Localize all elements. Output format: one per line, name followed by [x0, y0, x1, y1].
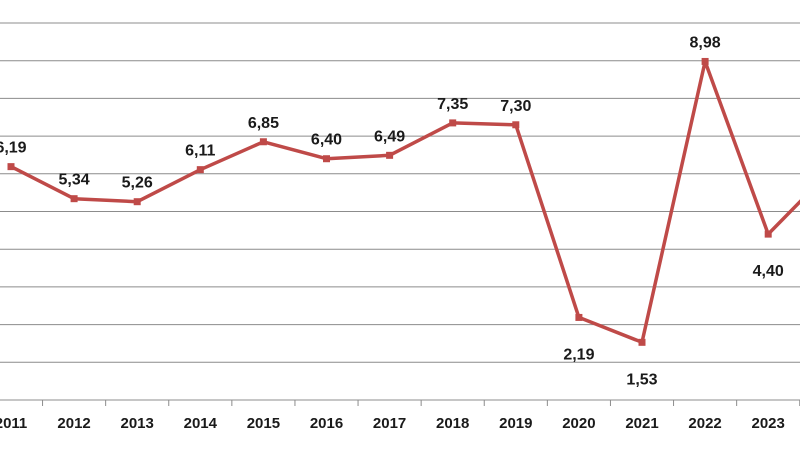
data-label: 6,40 [311, 132, 342, 149]
data-point-marker [638, 338, 646, 346]
x-tick-label: 2014 [184, 415, 218, 432]
data-point-marker [386, 151, 394, 159]
x-tick-label: 2023 [752, 415, 785, 432]
x-tick-label: 2012 [57, 415, 90, 432]
data-point-marker [701, 57, 709, 65]
data-point-marker [7, 163, 15, 171]
data-label: 2,19 [563, 346, 594, 363]
data-label: 6,49 [374, 128, 405, 145]
data-point-marker [449, 119, 457, 127]
data-point-marker [133, 198, 141, 206]
x-tick-label: 2015 [247, 415, 280, 432]
data-label: 6,11 [185, 143, 215, 160]
data-labels: 6,19 5,34 5,26 6,11 6,85 6,40 6,49 7,35 7,30 2,19… [0, 34, 784, 388]
data-label: 1,53 [626, 371, 657, 388]
data-point-marker [70, 195, 78, 203]
x-tick-label: 2011 [0, 415, 27, 432]
x-tick-label: 2016 [310, 415, 343, 432]
data-point-marker [323, 155, 330, 163]
data-point-marker [512, 121, 520, 129]
data-label: 5,34 [59, 172, 90, 189]
data-label: 8,98 [690, 34, 721, 51]
data-point-marker [764, 230, 772, 238]
data-point-marker [196, 166, 204, 174]
data-label: 5,26 [122, 175, 153, 192]
data-label: 6,85 [248, 115, 279, 132]
data-label: 7,35 [437, 96, 468, 113]
x-tick-label: 2022 [688, 415, 721, 432]
x-tick-label: 2021 [625, 415, 658, 432]
x-tick-label: 2020 [562, 415, 595, 432]
data-label: 4,40 [753, 263, 784, 280]
series-line-group [7, 57, 800, 346]
x-tick-label: 2019 [499, 415, 532, 432]
x-tick-label: 2013 [121, 415, 154, 432]
data-point-marker [259, 138, 267, 146]
gridlines [0, 22, 800, 363]
data-label: 6,19 [0, 140, 27, 157]
x-tick-label: 2017 [373, 415, 406, 432]
x-tick-label: 2018 [436, 415, 469, 432]
series-line [9, 59, 800, 345]
data-label: 7,30 [500, 98, 531, 115]
data-point-marker [575, 313, 583, 321]
x-axis: 2011 2012 2013 2014 2015 2016 2017 2018 2019 2020… [0, 399, 800, 432]
